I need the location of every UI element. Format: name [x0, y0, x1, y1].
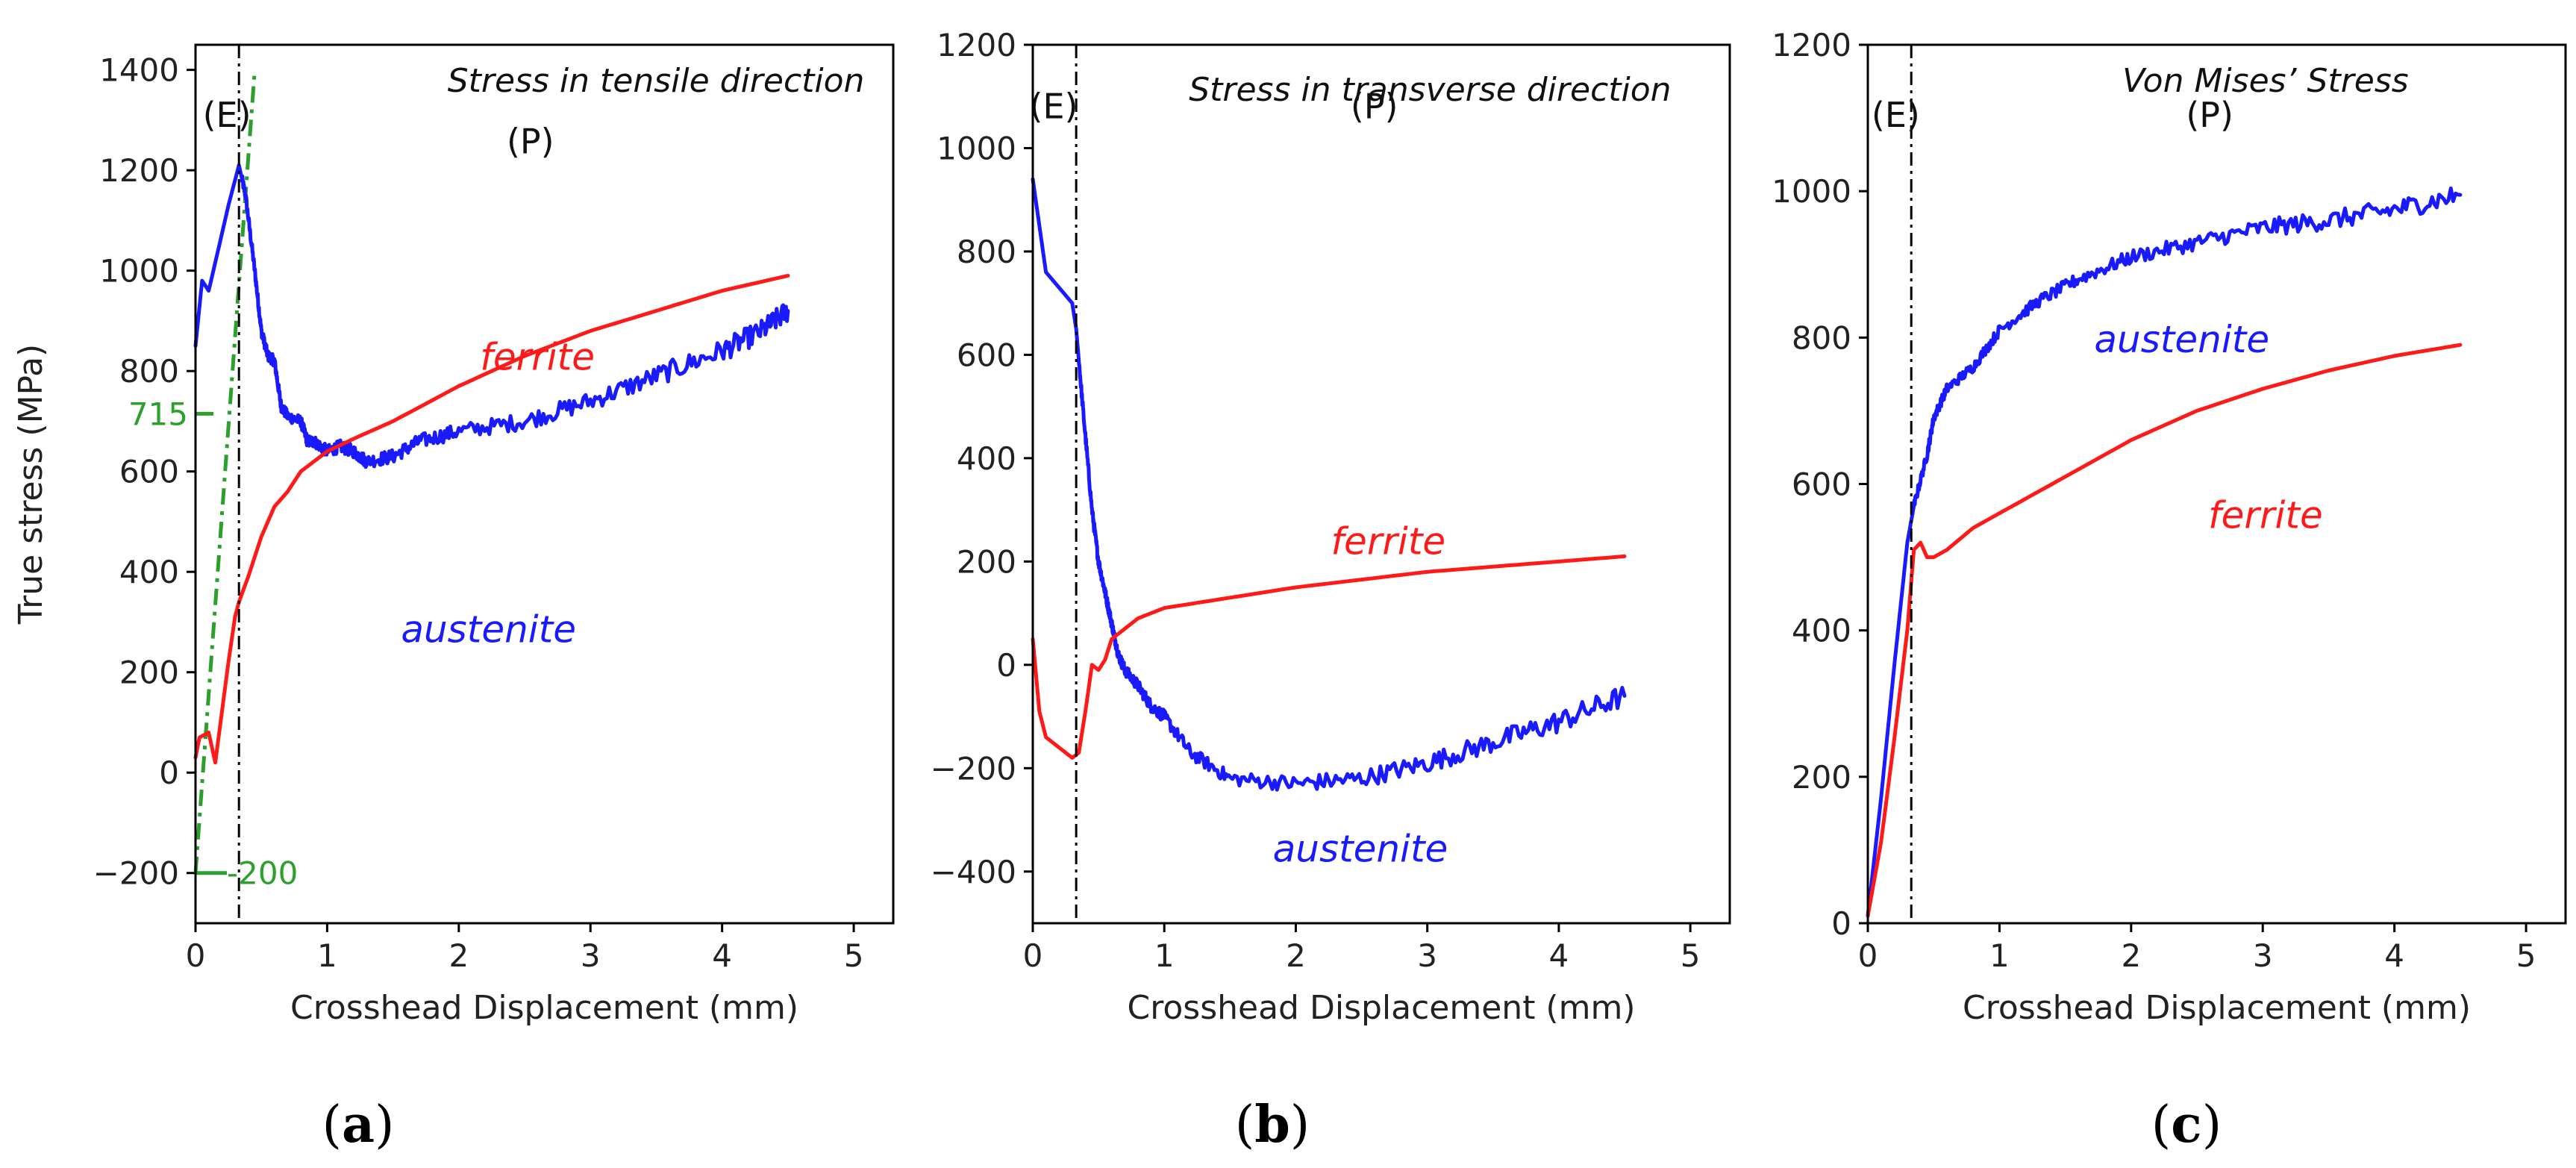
chart-panel-a: 0 1 2 3 4 5 −200 0 200 400 600 800 1000 1200 1400 auste…: [12, 43, 895, 1155]
x-tick-label: 1: [1154, 937, 1175, 974]
x-tick-label: 5: [2516, 937, 2536, 974]
y-tick-label: 600: [1792, 466, 1851, 503]
series-line-austenite: [1031, 177, 1627, 792]
subfigure-label-part: b: [1254, 1095, 1290, 1155]
x-tick-label: 4: [1549, 937, 1569, 974]
y-tick-label: 800: [119, 353, 179, 390]
region-label-elastic: (E): [1872, 95, 1920, 135]
subfigure-label-part: ): [2202, 1096, 2222, 1155]
subfigure-label-part: (: [322, 1096, 342, 1155]
subfigure-label-part: c: [2171, 1095, 2201, 1155]
chart-panel-c: 0 1 2 3 4 5 0 200 400 600 800 1000 1200 austenite ferr…: [1772, 27, 2567, 1155]
series-line-ferrite: [1866, 343, 2463, 918]
x-tick-label: 0: [1858, 937, 1878, 974]
y-tick-label: 0: [159, 755, 179, 791]
region-label-elastic: (E): [203, 95, 251, 135]
series-line-austenite: [193, 163, 790, 469]
x-tick-label: 0: [186, 937, 206, 974]
y-tick-label: 1000: [1772, 173, 1851, 210]
y-tick-label: 1200: [1772, 27, 1851, 63]
y-axis-label: True stress (MPa): [12, 344, 50, 625]
x-tick-label: 3: [2253, 937, 2273, 974]
y-tick-label: 200: [957, 543, 1016, 580]
chart-title: Von Mises’ Stress: [2122, 62, 2409, 100]
plot-frame: [1031, 43, 1731, 925]
y-tick-label: 400: [119, 554, 179, 590]
x-tick-label: 5: [844, 937, 864, 974]
region-label-elastic: (E): [1030, 86, 1078, 126]
subfigure-label: (a): [322, 1095, 394, 1155]
y-tick-label: 200: [119, 655, 179, 691]
y-tick-label: 1000: [937, 130, 1016, 166]
y-tick-label: −200: [931, 750, 1016, 787]
y-tick-label: 800: [1792, 319, 1851, 356]
y-tick-label: 0: [996, 647, 1016, 684]
y-tick-label: 400: [957, 440, 1016, 477]
x-axis-label: Crosshead Displacement (mm): [1963, 989, 2471, 1027]
annotation-715: 715: [128, 396, 188, 432]
region-label-plastic: (P): [2186, 95, 2233, 135]
region-label-plastic: (P): [1351, 86, 1398, 126]
y-tick-label: 1400: [99, 52, 179, 89]
y-tick-label: 200: [1792, 759, 1851, 796]
subfigure-label: (c): [2151, 1095, 2222, 1155]
y-tick-label: 400: [1792, 613, 1851, 649]
series-label-ferrite: ferrite: [1331, 520, 1445, 563]
subfigure-label-part: ): [1290, 1096, 1310, 1155]
chart-panel-b: 0 1 2 3 4 5 −400 −200 0 200 400 600 800 1000 1200 auste…: [931, 27, 1731, 1155]
y-tick-label: 1200: [937, 27, 1016, 63]
plot-frame: [1866, 43, 2567, 925]
y-tick-label: 600: [957, 337, 1016, 373]
y-tick-label: 0: [1831, 905, 1851, 942]
x-tick-label: 3: [1417, 937, 1437, 974]
annotation-minus-200: -200: [227, 855, 298, 892]
series-label-austenite: austenite: [1273, 828, 1448, 871]
x-axis-label: Crosshead Displacement (mm): [1128, 989, 1636, 1027]
x-tick-label: 2: [448, 937, 469, 974]
subfigure-label-part: ): [375, 1096, 395, 1155]
subfigure-label-part: (: [1235, 1096, 1255, 1155]
subfigure-label-part: (: [2151, 1096, 2172, 1155]
subfigure-label-part: a: [342, 1095, 375, 1155]
subfigure-label: (b): [1235, 1095, 1310, 1155]
x-tick-label: 2: [2121, 937, 2141, 974]
x-tick-label: 0: [1023, 937, 1043, 974]
series-line-austenite: [1866, 186, 2463, 918]
x-axis-label: Crosshead Displacement (mm): [290, 989, 798, 1027]
x-tick-label: 3: [581, 937, 601, 974]
x-tick-label: 4: [712, 937, 732, 974]
x-tick-label: 1: [317, 937, 337, 974]
y-tick-label: 800: [957, 234, 1016, 270]
plot-frame: [194, 43, 895, 925]
series-line-ferrite: [193, 273, 790, 765]
series-label-austenite: austenite: [401, 608, 576, 651]
region-label-plastic: (P): [507, 121, 554, 161]
y-tick-label: 1200: [99, 152, 179, 189]
series-label-austenite: austenite: [2094, 318, 2269, 361]
chart-title: Stress in tensile direction: [448, 62, 865, 100]
series-line-ferrite: [1031, 554, 1627, 760]
y-tick-label: 600: [119, 454, 179, 490]
x-tick-label: 5: [1681, 937, 1701, 974]
x-tick-label: 4: [2384, 937, 2404, 974]
x-tick-label: 1: [1989, 937, 2010, 974]
y-tick-label: −200: [93, 855, 179, 892]
series-label-ferrite: ferrite: [2208, 493, 2323, 537]
y-tick-label: 1000: [99, 253, 179, 290]
y-tick-label: −400: [931, 854, 1016, 890]
chart-title: Stress in transverse direction: [1189, 71, 1671, 109]
series-label-ferrite: ferrite: [480, 335, 595, 378]
x-tick-label: 2: [1286, 937, 1306, 974]
